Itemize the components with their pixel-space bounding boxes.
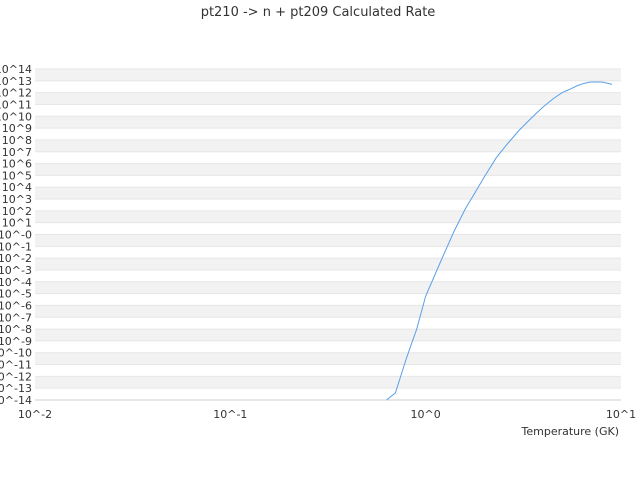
grid-band [35, 210, 621, 223]
series-line [386, 81, 613, 401]
y-axis-ticks: 10^-1410^-1310^-1210^-1110^-1010^-910^-8… [0, 63, 32, 407]
grid-band [35, 329, 621, 341]
grid-band [35, 305, 621, 318]
x-tick-label: 10^0 [411, 408, 441, 421]
x-tick-label: 10^1 [606, 408, 636, 421]
y-tick-label: 10^7 [2, 146, 32, 159]
y-tick-label: 10^-3 [0, 264, 32, 277]
grid-band [35, 163, 621, 176]
x-axis-ticks: 10^-2 10^-1 10^0 10^1 [18, 408, 636, 421]
y-tick-label: 10^3 [2, 193, 32, 206]
y-tick-label: 10^-13 [0, 382, 32, 395]
x-tick-label: 10^-1 [213, 408, 247, 421]
grid-band [35, 151, 621, 164]
grid-band [35, 116, 621, 129]
grid-band [35, 128, 621, 140]
grid-band [35, 104, 621, 117]
y-tick-label: 10^12 [0, 87, 32, 100]
grid-band [35, 92, 621, 105]
y-tick-label: 10^-1 [0, 240, 32, 253]
y-tick-label: 10^-5 [0, 288, 32, 301]
y-tick-label: 10^11 [0, 98, 32, 111]
series-group [386, 81, 613, 401]
grid-band [35, 376, 621, 389]
y-tick-label: 10^5 [2, 169, 32, 182]
y-tick-label: 10^-11 [0, 359, 32, 372]
grid-band [35, 80, 621, 93]
y-tick-label: 10^6 [2, 158, 32, 171]
grid-band [35, 364, 621, 377]
grid-band [35, 69, 621, 81]
y-tick-label: 10^-8 [0, 323, 32, 336]
y-tick-label: 10^-14 [0, 394, 32, 407]
grid-band [35, 258, 621, 270]
y-tick-label: 10^-12 [0, 370, 32, 383]
x-tick-label: 10^-2 [18, 408, 52, 421]
y-tick-label: 10^13 [0, 75, 32, 88]
grid-band [35, 352, 621, 365]
grid-band [35, 139, 621, 152]
y-tick-label: 10^-2 [0, 252, 32, 265]
chart-title: pt210 -> n + pt209 Calculated Rate [201, 5, 436, 20]
grid-band [35, 388, 621, 400]
y-tick-label: 10^8 [2, 134, 32, 147]
y-tick-label: 10^-0 [0, 229, 32, 242]
y-tick-label: 10^10 [0, 110, 32, 123]
y-tick-label: 10^-9 [0, 335, 32, 348]
grid-band [35, 269, 621, 282]
y-tick-label: 10^1 [2, 217, 32, 230]
grid-band [35, 222, 621, 235]
grid-band [35, 281, 621, 294]
grid-band [35, 317, 621, 330]
grid-band [35, 246, 621, 259]
grid-band [35, 187, 621, 200]
y-tick-label: 10^-7 [0, 311, 32, 324]
y-tick-label: 10^-4 [0, 276, 32, 289]
grid-bands [35, 68, 621, 401]
y-tick-label: 10^4 [2, 181, 32, 194]
y-tick-label: 10^14 [0, 63, 32, 76]
y-tick-label: 10^2 [2, 205, 32, 218]
grid-band [35, 234, 621, 247]
y-tick-label: 10^-6 [0, 299, 32, 312]
grid-band [35, 293, 621, 306]
grid-band [35, 175, 621, 188]
y-tick-label: 10^9 [2, 122, 32, 135]
grid-band [35, 199, 621, 211]
y-tick-label: 10^-10 [0, 347, 32, 360]
x-axis-label: Temperature (GK) [521, 425, 620, 438]
grid-band [35, 340, 621, 353]
